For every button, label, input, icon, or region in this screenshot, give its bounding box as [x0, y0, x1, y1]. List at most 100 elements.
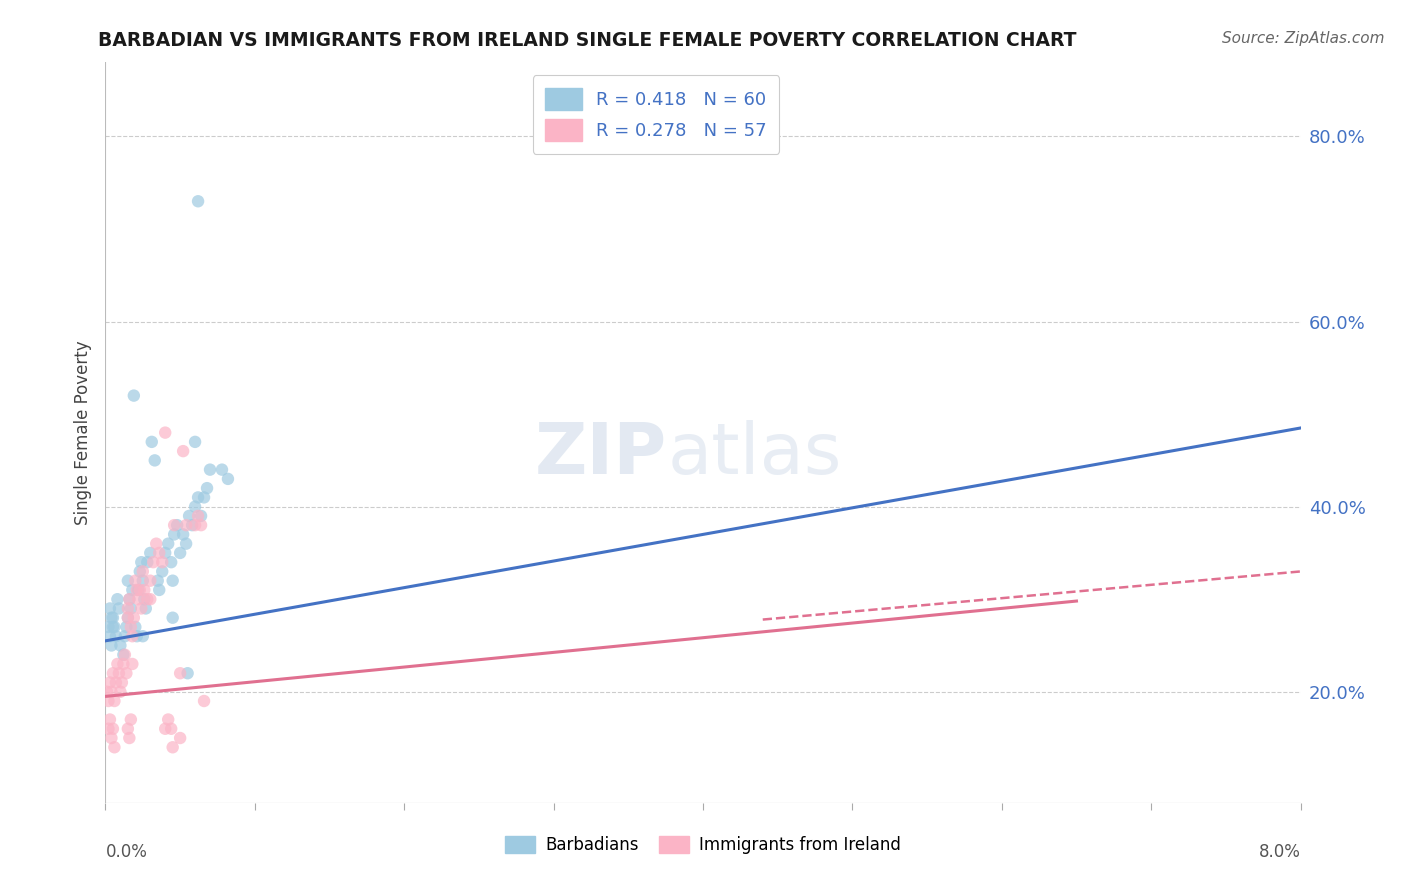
Point: [117, 574, 139, 588]
Point: [136, 555, 159, 569]
Point: [100, 685, 122, 699]
Point: [121, 629, 143, 643]
Point: [97, 694, 120, 708]
Point: [153, 546, 177, 560]
Point: [145, 536, 167, 550]
Point: [176, 666, 198, 681]
Point: [108, 666, 131, 681]
Point: [184, 518, 207, 533]
Point: [100, 639, 122, 653]
Point: [190, 518, 212, 533]
Point: [108, 601, 131, 615]
Point: [128, 565, 150, 579]
Point: [118, 731, 141, 745]
Point: [139, 546, 162, 560]
Point: [111, 675, 134, 690]
Point: [104, 675, 127, 690]
Point: [139, 574, 162, 588]
Text: ZIP: ZIP: [534, 420, 666, 490]
Point: [122, 389, 145, 403]
Point: [101, 620, 124, 634]
Point: [184, 434, 207, 449]
Point: [148, 546, 170, 560]
Point: [101, 610, 124, 624]
Point: [150, 565, 173, 579]
Point: [169, 731, 191, 745]
Point: [184, 500, 207, 514]
Point: [169, 666, 191, 681]
Point: [103, 620, 125, 634]
Point: [132, 565, 155, 579]
Point: [141, 434, 163, 449]
Point: [104, 629, 127, 643]
Point: [135, 601, 157, 615]
Point: [134, 592, 156, 607]
Point: [97, 722, 120, 736]
Point: [127, 592, 149, 607]
Point: [101, 666, 124, 681]
Point: [118, 592, 141, 607]
Point: [190, 508, 212, 523]
Text: Source: ZipAtlas.com: Source: ZipAtlas.com: [1222, 31, 1385, 46]
Y-axis label: Single Female Poverty: Single Female Poverty: [73, 341, 91, 524]
Point: [114, 648, 136, 662]
Point: [100, 610, 122, 624]
Point: [153, 425, 177, 440]
Point: [100, 731, 122, 745]
Point: [103, 740, 125, 755]
Point: [112, 657, 135, 671]
Point: [163, 518, 186, 533]
Point: [166, 518, 188, 533]
Point: [187, 491, 209, 505]
Point: [121, 657, 143, 671]
Text: BARBADIAN VS IMMIGRANTS FROM IRELAND SINGLE FEMALE POVERTY CORRELATION CHART: BARBADIAN VS IMMIGRANTS FROM IRELAND SIN…: [98, 31, 1077, 50]
Point: [103, 694, 125, 708]
Text: 0.0%: 0.0%: [105, 843, 148, 861]
Legend: Barbadians, Immigrants from Ireland: Barbadians, Immigrants from Ireland: [499, 830, 907, 861]
Point: [97, 620, 120, 634]
Point: [160, 555, 183, 569]
Point: [177, 508, 200, 523]
Point: [129, 601, 153, 615]
Point: [169, 546, 191, 560]
Point: [157, 713, 180, 727]
Point: [127, 582, 149, 597]
Point: [117, 610, 139, 624]
Point: [125, 629, 148, 643]
Point: [134, 582, 156, 597]
Point: [198, 462, 221, 476]
Point: [157, 536, 180, 550]
Point: [217, 472, 239, 486]
Point: [195, 481, 218, 495]
Point: [98, 713, 121, 727]
Point: [163, 527, 186, 541]
Text: atlas: atlas: [666, 420, 842, 490]
Point: [150, 555, 173, 569]
Point: [98, 629, 121, 643]
Point: [101, 722, 124, 736]
Point: [125, 582, 148, 597]
Point: [139, 592, 162, 607]
Point: [162, 610, 184, 624]
Point: [96, 685, 118, 699]
Point: [148, 582, 170, 597]
Point: [132, 629, 155, 643]
Point: [110, 639, 132, 653]
Point: [174, 536, 197, 550]
Point: [132, 574, 155, 588]
Point: [120, 620, 142, 634]
Point: [112, 648, 135, 662]
Point: [172, 444, 194, 458]
Point: [187, 508, 209, 523]
Point: [115, 620, 138, 634]
Point: [118, 592, 141, 607]
Point: [122, 610, 145, 624]
Point: [115, 666, 138, 681]
Point: [153, 722, 177, 736]
Text: 8.0%: 8.0%: [1258, 843, 1301, 861]
Point: [172, 527, 194, 541]
Point: [187, 194, 209, 209]
Point: [129, 555, 153, 569]
Point: [136, 592, 159, 607]
Point: [98, 601, 121, 615]
